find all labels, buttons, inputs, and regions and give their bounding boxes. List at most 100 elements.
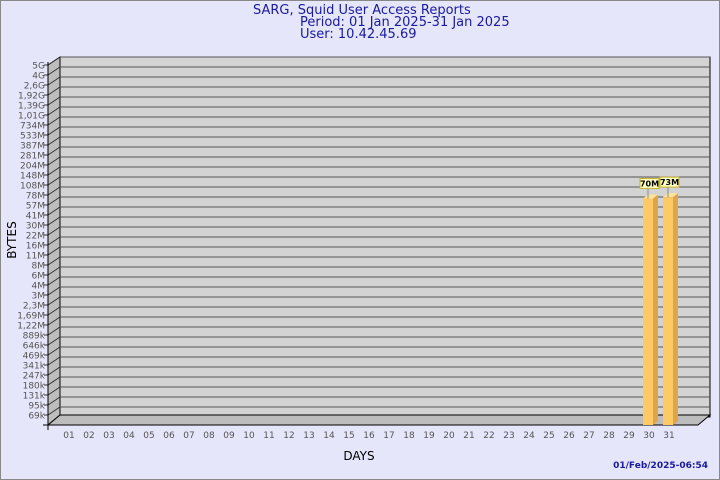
x-tick-label: 02 bbox=[83, 431, 94, 441]
y-tick-label: 22M bbox=[26, 232, 45, 242]
y-tick-label: 6M bbox=[32, 272, 46, 282]
grid-line-side bbox=[47, 366, 61, 376]
chart-user: User: 10.42.45.69 bbox=[300, 27, 417, 42]
x-tick-label: 13 bbox=[303, 431, 314, 441]
y-tick-label: 2,3M bbox=[23, 302, 45, 312]
x-tick-label: 16 bbox=[363, 431, 375, 441]
y-tick-label: 5G bbox=[32, 62, 45, 72]
y-tick-label: 889k bbox=[23, 332, 46, 342]
y-tick-label: 469k bbox=[23, 352, 46, 362]
y-tick-label: 3M bbox=[32, 292, 46, 302]
grid-line-side bbox=[47, 146, 61, 156]
x-tick-label: 15 bbox=[343, 431, 354, 441]
grid-line-side bbox=[47, 56, 61, 66]
x-tick-label: 04 bbox=[123, 431, 135, 441]
x-tick-label: 20 bbox=[443, 431, 455, 441]
x-tick-label: 09 bbox=[223, 431, 235, 441]
x-axis-label: DAYS bbox=[343, 449, 374, 463]
x-tick-label: 23 bbox=[503, 431, 514, 441]
x-tick-label: 11 bbox=[263, 431, 274, 441]
grid-line-side bbox=[47, 206, 61, 216]
grid-line-side bbox=[47, 196, 61, 206]
grid-line-side bbox=[47, 96, 61, 106]
y-tick-label: 4M bbox=[32, 282, 46, 292]
grid-line-side bbox=[47, 126, 61, 136]
y-tick-label: 69k bbox=[28, 412, 45, 422]
y-tick-label: 95k bbox=[28, 402, 45, 412]
y-tick-label: 41M bbox=[26, 212, 45, 222]
x-tick-label: 30 bbox=[643, 431, 655, 441]
x-tick-label: 05 bbox=[143, 431, 154, 441]
grid-line-side bbox=[47, 156, 61, 166]
grid-line-side bbox=[47, 346, 61, 356]
grid-line-side bbox=[47, 286, 61, 296]
x-tick-label: 19 bbox=[423, 431, 435, 441]
x-tick-label: 31 bbox=[663, 431, 674, 441]
x-tick-label: 27 bbox=[583, 431, 594, 441]
grid-line-side bbox=[47, 166, 61, 176]
y-tick-label: 734M bbox=[20, 122, 45, 132]
y-tick-label: 16M bbox=[26, 242, 45, 252]
y-tick-label: 1,92G bbox=[18, 92, 45, 102]
grid-line-side bbox=[47, 386, 61, 396]
grid-line-side bbox=[47, 236, 61, 246]
report-timestamp: 01/Feb/2025-06:54 bbox=[613, 461, 708, 471]
x-tick-label: 25 bbox=[543, 431, 554, 441]
grid-line-side bbox=[47, 356, 61, 366]
x-tick-label: 08 bbox=[203, 431, 215, 441]
grid-line-side bbox=[47, 256, 61, 266]
grid-line-side bbox=[47, 76, 61, 86]
x-tick-label: 01 bbox=[63, 431, 74, 441]
y-tick-label: 131k bbox=[23, 392, 46, 402]
y-tick-label: 4G bbox=[32, 72, 45, 82]
grid-line-side bbox=[47, 296, 61, 306]
y-tick-label: 1,01G bbox=[18, 112, 45, 122]
grid-line-side bbox=[47, 136, 61, 146]
x-tick-label: 07 bbox=[183, 431, 194, 441]
x-tick-label: 06 bbox=[163, 431, 175, 441]
grid-line-side bbox=[47, 176, 61, 186]
data-label-box bbox=[659, 176, 680, 188]
y-tick-label: 180k bbox=[23, 382, 46, 392]
bar-top-day-30 bbox=[643, 194, 658, 199]
y-tick-label: 8M bbox=[32, 262, 46, 272]
bar-side-day-31 bbox=[673, 193, 678, 425]
chart-period: Period: 01 Jan 2025-31 Jan 2025 bbox=[300, 15, 510, 30]
grid-line-side bbox=[47, 106, 61, 116]
grid-line-side bbox=[47, 316, 61, 326]
grid-line-side bbox=[47, 406, 61, 416]
y-tick-label: 646k bbox=[23, 342, 46, 352]
grid-line-side bbox=[47, 186, 61, 196]
grid-line-side bbox=[47, 376, 61, 386]
grid-line-side bbox=[47, 226, 61, 236]
y-tick-label: 341k bbox=[23, 362, 46, 372]
bar-top-day-31 bbox=[663, 193, 678, 198]
x-tick-label: 10 bbox=[243, 431, 255, 441]
y-tick-label: 148M bbox=[20, 172, 45, 182]
x-tick-label: 03 bbox=[103, 431, 114, 441]
x-tick-label: 14 bbox=[323, 431, 335, 441]
grid-line-side bbox=[47, 326, 61, 336]
bar-side-day-30 bbox=[653, 194, 658, 425]
y-tick-label: 204M bbox=[20, 162, 45, 172]
grid-line-side bbox=[47, 116, 61, 126]
data-label-box bbox=[639, 177, 660, 189]
y-tick-label: 1,69M bbox=[17, 312, 45, 322]
x-tick-label: 18 bbox=[403, 431, 415, 441]
y-tick-label: 2,6G bbox=[24, 82, 45, 92]
grid-line-side bbox=[47, 306, 61, 316]
x-tick-label: 17 bbox=[383, 431, 394, 441]
y-tick-label: 1,22M bbox=[17, 322, 45, 332]
grid-line-side bbox=[47, 246, 61, 256]
data-label: 70M bbox=[640, 179, 659, 188]
grid-line-side bbox=[47, 216, 61, 226]
x-tick-label: 29 bbox=[623, 431, 635, 441]
bar-day-31 bbox=[663, 197, 673, 425]
bar-day-30 bbox=[643, 198, 653, 425]
grid-line-side bbox=[47, 276, 61, 286]
y-tick-label: 533M bbox=[20, 132, 45, 142]
y-tick-label: 78M bbox=[26, 192, 45, 202]
x-tick-label: 21 bbox=[463, 431, 474, 441]
grid-line-side bbox=[47, 396, 61, 406]
